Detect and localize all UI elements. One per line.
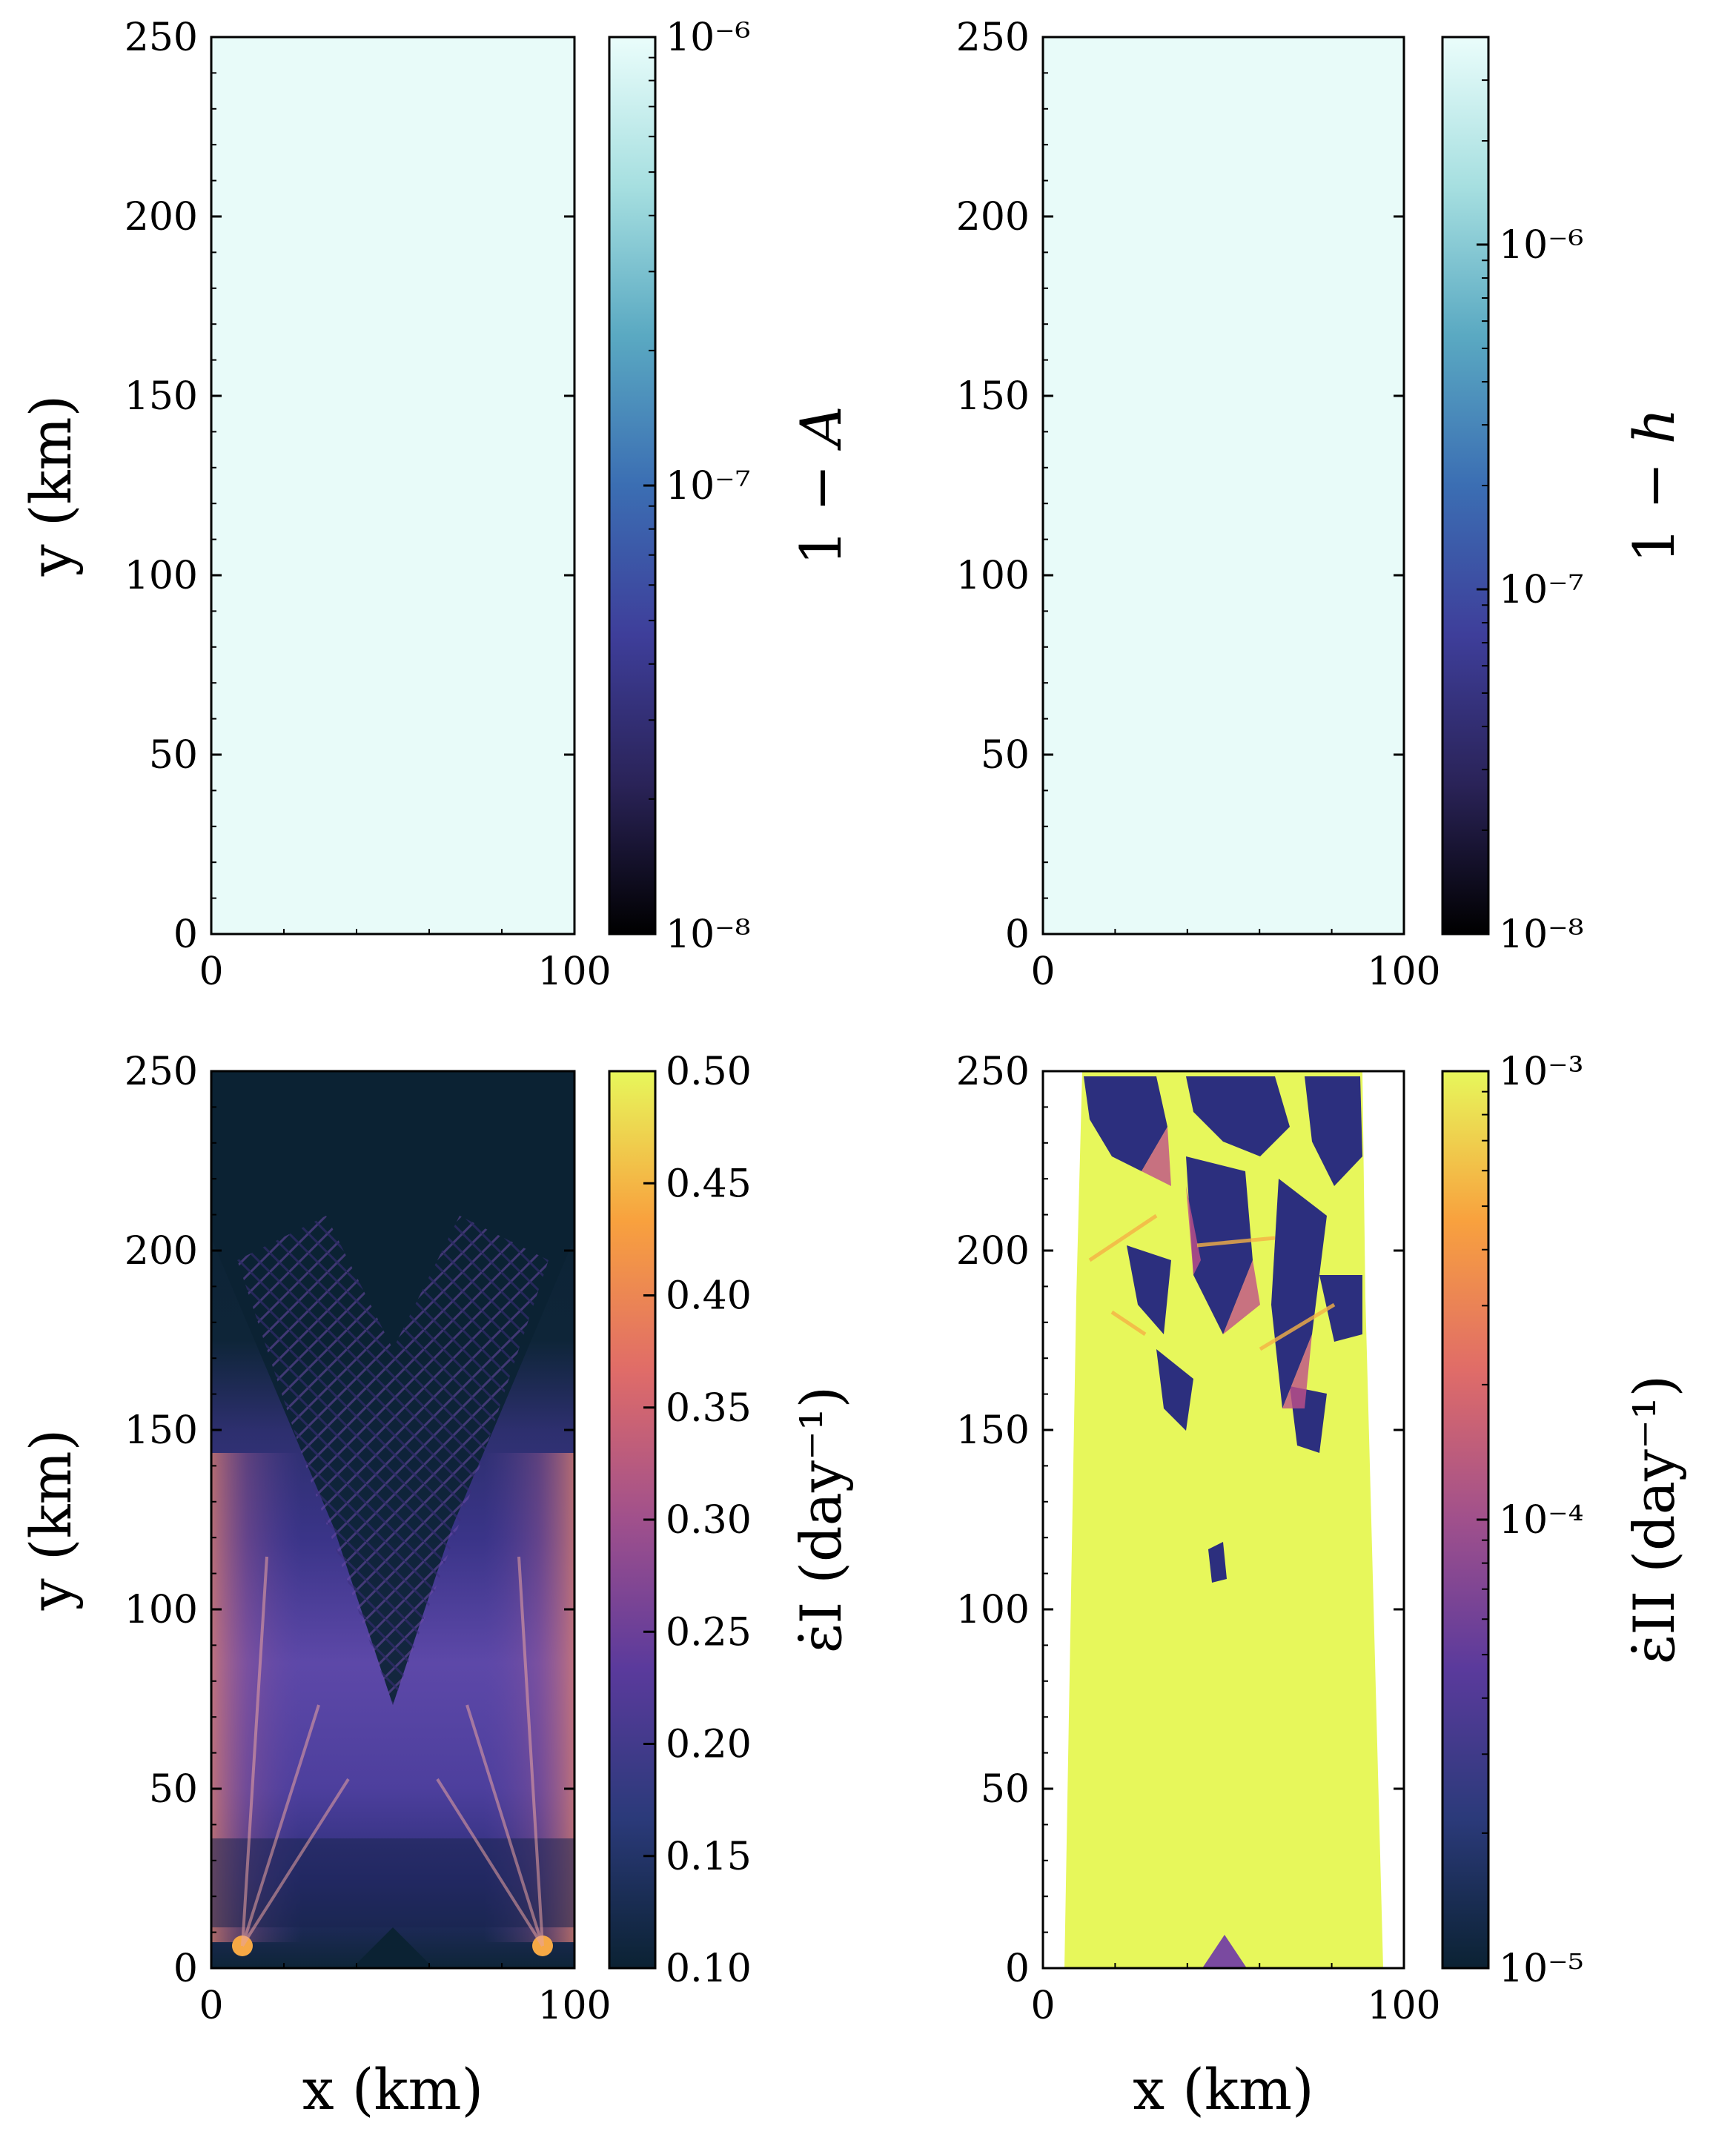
magenta-rims bbox=[1142, 1127, 1312, 1408]
y-tick-label: 50 bbox=[981, 1767, 1030, 1812]
y-tick-label: 0 bbox=[1005, 913, 1030, 957]
y-tick-label: 150 bbox=[125, 1408, 198, 1453]
panel-bottom-left bbox=[211, 1071, 574, 1968]
y-axis-label: y (km) bbox=[18, 395, 84, 577]
dark-patches bbox=[1084, 1076, 1362, 1583]
axes-bottom-right: 0 50 100 150 200 250 0 100 x (km) 10⁻⁵ 10⁻⁴ 10⁻³ ε̇I… bbox=[956, 1050, 1687, 2122]
plot-frame bbox=[210, 36, 576, 936]
colorbar-tick-label: 0.45 bbox=[666, 1162, 752, 1206]
plot-frame bbox=[210, 1070, 576, 1970]
colorbar-tick-label: 0.50 bbox=[666, 1050, 752, 1094]
y-tick-label: 50 bbox=[149, 1767, 198, 1812]
y-tick-label: 150 bbox=[125, 374, 198, 419]
colorbar-tick-label: 0.40 bbox=[666, 1274, 752, 1319]
y-tick-label: 150 bbox=[956, 1408, 1030, 1453]
colorbar-tick-label: 10⁻³ bbox=[1499, 1050, 1583, 1094]
x-tick-label: 0 bbox=[199, 950, 223, 994]
colorbar-tick-label: 10⁻⁶ bbox=[666, 16, 750, 60]
panel-bottom-right bbox=[1043, 1071, 1404, 1968]
y-tick-label: 200 bbox=[956, 195, 1030, 239]
plot-frame bbox=[1041, 1070, 1405, 1970]
y-tick-label: 250 bbox=[956, 1050, 1030, 1094]
bottom-notch bbox=[1202, 1935, 1247, 1968]
y-tick-label: 100 bbox=[125, 554, 198, 598]
fracture-lines bbox=[1088, 1213, 1336, 1351]
colorbar: 10⁻⁸ 10⁻⁷ 10⁻⁶ 1 − h bbox=[1441, 36, 1687, 957]
x-tick-label: 100 bbox=[1367, 1984, 1440, 2028]
y-tick-label: 100 bbox=[125, 1588, 198, 1632]
y-tick-label: 250 bbox=[125, 1050, 198, 1094]
x-tick-label: 0 bbox=[1030, 1984, 1055, 2028]
y-tick-label: 0 bbox=[173, 1947, 198, 1991]
y-tick-label: 250 bbox=[956, 16, 1030, 60]
y-tick-label: 0 bbox=[1005, 1947, 1030, 1991]
colorbar-tick-label: 10⁻⁸ bbox=[1499, 913, 1583, 957]
axes-layer: 0 50 100 150 200 250 0 100 y (km) 10⁻⁸ 10⁻⁷ 10⁻⁶ 1 −… bbox=[18, 16, 1687, 2122]
colorbar-tick-label: 0.20 bbox=[666, 1723, 752, 1767]
colorbar-tick-label: 0.35 bbox=[666, 1386, 752, 1431]
colorbar-tick-label: 10⁻⁷ bbox=[1499, 568, 1583, 612]
left-jet-spray bbox=[241, 1556, 350, 1947]
panel-top-left bbox=[211, 37, 574, 934]
colorbar-tick-label: 10⁻⁷ bbox=[666, 464, 750, 509]
bottom-dark-cone bbox=[352, 1927, 434, 1968]
y-tick-label: 250 bbox=[125, 16, 198, 60]
heatmap-field bbox=[1043, 37, 1404, 934]
axes-top-right: 0 50 100 150 200 250 0 100 10⁻⁸ 10⁻⁷ 10⁻⁶ 1 − h bbox=[956, 16, 1687, 994]
y-tick-label: 200 bbox=[125, 1229, 198, 1274]
colorbar-tick-label: 10⁻⁸ bbox=[666, 913, 750, 957]
y-tick-label: 0 bbox=[173, 913, 198, 957]
y-tick-label: 50 bbox=[149, 733, 198, 778]
axes-top-left: 0 50 100 150 200 250 0 100 y (km) 10⁻⁸ 10⁻⁷ 10⁻⁶ 1 −… bbox=[18, 16, 854, 994]
colorbar-tick-label: 0.30 bbox=[666, 1498, 752, 1543]
colorbar-tick-label: 0.10 bbox=[666, 1947, 752, 1991]
colorbar-label: 1 − h bbox=[1621, 408, 1687, 563]
colorbar-tick-label: 0.25 bbox=[666, 1610, 752, 1655]
colorbar: 10⁻⁵ 10⁻⁴ 10⁻³ ε̇II (day⁻¹) bbox=[1441, 1050, 1687, 1991]
x-tick-label: 100 bbox=[537, 1984, 611, 2028]
y-tick-label: 200 bbox=[956, 1229, 1030, 1274]
y-tick-label: 100 bbox=[956, 554, 1030, 598]
y-tick-label: 200 bbox=[125, 195, 198, 239]
heatmap-field bbox=[211, 37, 574, 934]
colorbar: 10⁻⁸ 10⁻⁷ 10⁻⁶ 1 − A bbox=[608, 16, 854, 957]
right-jet-spray bbox=[436, 1556, 544, 1947]
colorbar-tick-label: 10⁻⁵ bbox=[1499, 1947, 1583, 1991]
plot-frame bbox=[1041, 36, 1405, 936]
colorbar-label: ε̇I (day⁻¹) bbox=[788, 1386, 854, 1653]
colorbar-tick-label: 10⁻⁶ bbox=[1499, 223, 1583, 268]
x-axis-label: x (km) bbox=[302, 2056, 483, 2122]
x-tick-label: 100 bbox=[537, 950, 611, 994]
colorbar-gradient bbox=[1441, 36, 1490, 936]
x-axis-label: x (km) bbox=[1133, 2056, 1313, 2122]
y-tick-label: 100 bbox=[956, 1588, 1030, 1632]
x-tick-label: 0 bbox=[199, 1984, 223, 2028]
y-tick-label: 50 bbox=[981, 733, 1030, 778]
colorbar-label: ε̇II (day⁻¹) bbox=[1621, 1375, 1687, 1664]
y-axis-label: y (km) bbox=[18, 1429, 84, 1612]
x-tick-label: 0 bbox=[1030, 950, 1055, 994]
y-tick-label: 150 bbox=[956, 374, 1030, 419]
panel-top-right bbox=[1043, 37, 1404, 934]
colorbar-tick-label: 0.15 bbox=[666, 1835, 752, 1879]
x-tick-label: 100 bbox=[1367, 950, 1440, 994]
colorbar: 0.10 0.15 0.20 0.25 0.30 0.35 0.40 0.45 0.50 ε̇I … bbox=[608, 1050, 854, 1991]
dark-band bbox=[211, 1838, 574, 1927]
colorbar-tick-label: 10⁻⁴ bbox=[1499, 1498, 1583, 1543]
colorbar-label: 1 − A bbox=[788, 405, 854, 565]
